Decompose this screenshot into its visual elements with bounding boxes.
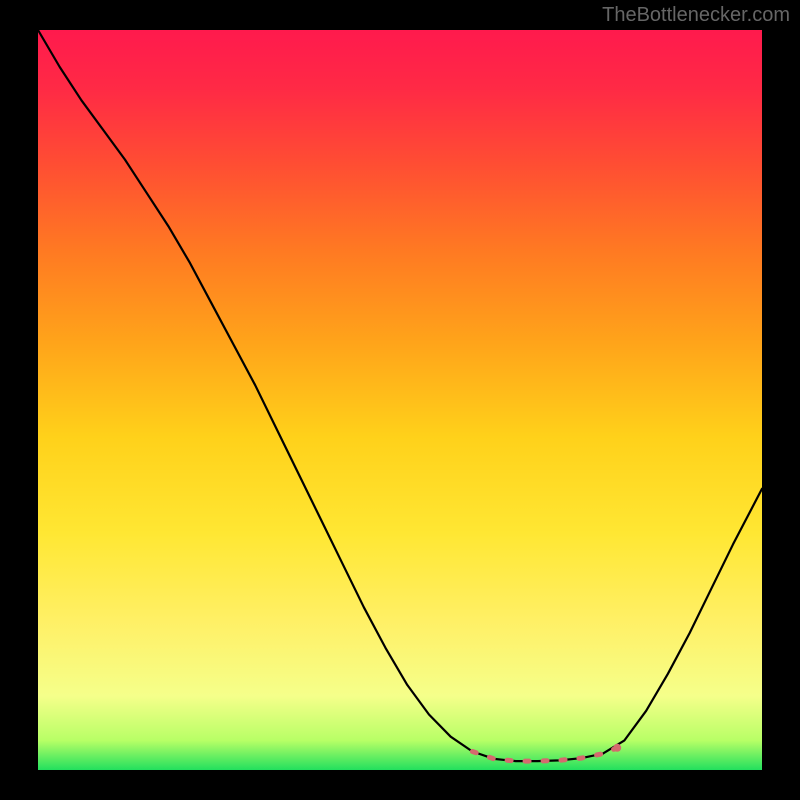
end-dot — [613, 744, 621, 752]
chart-container — [0, 0, 800, 800]
chart-svg — [0, 0, 800, 800]
watermark-text: TheBottlenecker.com — [602, 4, 790, 27]
gradient-rect — [38, 30, 762, 770]
plot-background — [38, 30, 762, 770]
